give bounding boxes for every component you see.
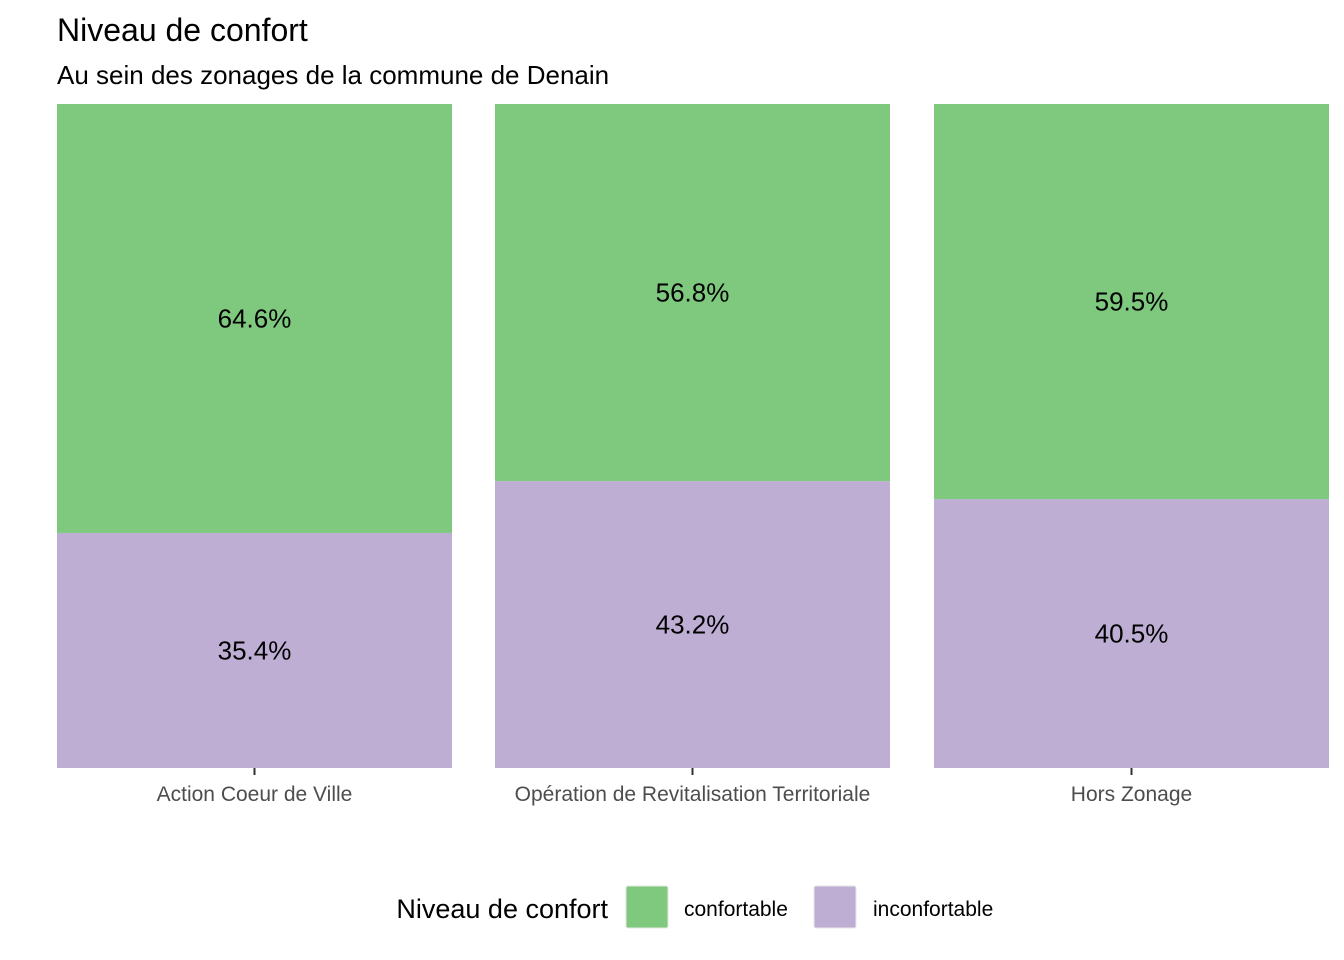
bar-action-coeur-de-ville-confortable-label: 64.6% [218,303,292,333]
x-tick-label-hors-zonage: Hors Zonage [1071,783,1192,806]
bar-action-coeur-de-ville-inconfortable-label: 35.4% [218,635,292,665]
bar-operation-de-revitalisation-territoriale-inconfortable-label: 43.2% [656,610,730,640]
bar-hors-zonage-confortable [934,104,1329,500]
x-tick-label-action-coeur-de-ville: Action Coeur de Ville [157,783,353,806]
x-axis: Action Coeur de Ville Opération de Revita… [157,768,1192,806]
legend-swatch-inconfortable [813,885,857,929]
bars-group: 35.4% 64.6% 43.2% 56.8% 40.5% 59.5% [57,104,1329,768]
bar-hors-zonage-inconfortable-label: 40.5% [1095,619,1169,649]
legend-label-confortable: confortable [684,898,788,921]
x-tick-label-operation-de-revitalisation-territoriale: Opération de Revitalisation Territoriale [515,783,871,806]
bar-action-coeur-de-ville-inconfortable [57,532,452,768]
bar-operation-de-revitalisation-territoriale-inconfortable [495,481,890,768]
bar-operation-de-revitalisation-territoriale-confortable-label: 56.8% [656,278,730,308]
bar-action-coeur-de-ville-confortable [57,104,452,533]
bar-hors-zonage-inconfortable [934,499,1329,768]
chart-subtitle: Au sein des zonages de la commune de Den… [57,60,609,90]
legend-title: Niveau de confort [396,894,608,924]
chart-title: Niveau de confort [57,12,308,48]
bar-hors-zonage-confortable-label: 59.5% [1095,287,1169,317]
legend: Niveau de confort confortable inconforta… [396,885,993,929]
bar-operation-de-revitalisation-territoriale-confortable [495,104,890,482]
legend-label-inconfortable: inconfortable [873,898,993,921]
legend-swatch-confortable [625,885,669,929]
